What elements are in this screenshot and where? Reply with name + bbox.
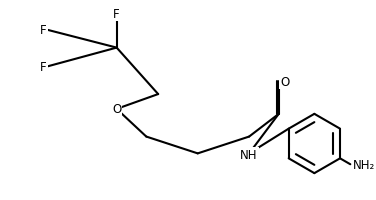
Text: NH: NH [240, 148, 258, 161]
Text: O: O [280, 75, 289, 88]
Text: F: F [113, 7, 120, 20]
Text: O: O [112, 103, 121, 116]
Text: F: F [40, 24, 47, 37]
Text: NH₂: NH₂ [353, 158, 375, 171]
Text: F: F [40, 61, 47, 74]
